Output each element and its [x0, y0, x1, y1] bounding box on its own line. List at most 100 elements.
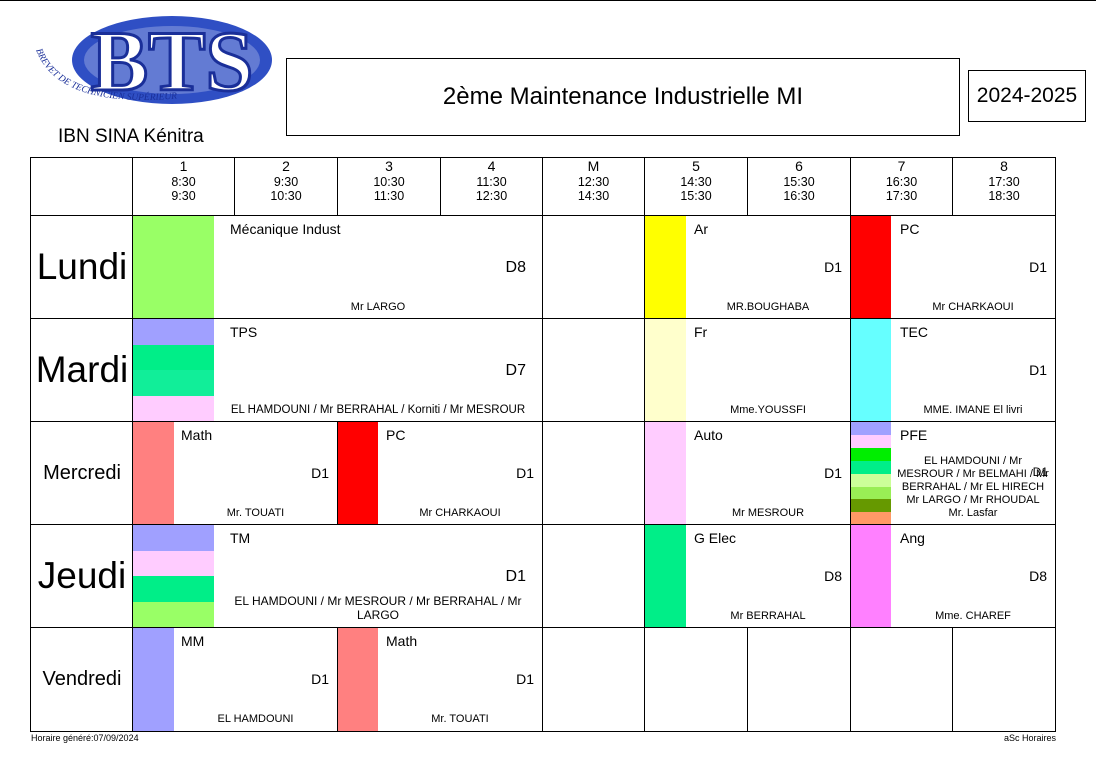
software-credit: aSc Horaires — [1003, 733, 1056, 743]
teacher-line: MESROUR / Mr BELMAHI / Mr — [897, 468, 1049, 480]
color-strip — [851, 487, 891, 499]
teacher-line: EL HAMDOUNI / Mr MESROUR / Mr BERRAHAL /… — [234, 594, 522, 608]
lesson-teacher: Mr BERRAHAL — [730, 610, 806, 622]
school-name: IBN SINA Kénitra — [58, 126, 204, 147]
color-strip — [851, 422, 891, 435]
color-strip — [645, 319, 686, 421]
lesson-teacher: EL HAMDOUNI — [217, 713, 294, 725]
color-strip — [133, 525, 214, 551]
color-strip — [851, 512, 891, 524]
lesson-teacher: MR.BOUGHABA — [726, 301, 810, 313]
teacher-line: Mr LARGO / Mr RHOUDAL — [906, 494, 1040, 506]
lesson-subject: Fr — [694, 324, 708, 340]
lesson-subject: Math — [181, 427, 213, 443]
color-strip — [645, 525, 686, 627]
day-label-lundi: Lundi — [36, 246, 128, 287]
col-divider — [644, 158, 645, 731]
color-strip — [133, 628, 174, 731]
color-strip — [338, 422, 378, 524]
lesson-teacher: Mr CHARKAOUI — [419, 507, 501, 519]
col-divider — [542, 158, 543, 731]
color-strip — [133, 345, 214, 370]
class-title: 2ème Maintenance Industrielle MI — [286, 58, 960, 136]
color-strip — [645, 216, 686, 318]
school-year: 2024-2025 — [968, 70, 1086, 122]
color-strip — [851, 448, 891, 461]
lesson-teacher: Mr CHARKAOUI — [932, 301, 1014, 313]
lesson-room: D1 — [1032, 465, 1048, 479]
color-strip — [851, 319, 891, 421]
lesson-room: D1 — [516, 671, 534, 687]
period-header: 2 9:30 10:30 — [270, 158, 302, 203]
day-label-mardi: Mardi — [35, 349, 129, 390]
lesson-room: D8 — [505, 259, 526, 276]
row-divider — [31, 524, 1055, 525]
day-label-mercredi: Mercredi — [43, 461, 121, 484]
color-strip — [133, 396, 214, 421]
lesson-teacher: Mme.YOUSSFI — [730, 404, 806, 416]
period-header: 7 16:30 17:30 — [885, 158, 918, 203]
col-divider — [952, 628, 953, 731]
row-divider — [31, 627, 1055, 628]
lesson-subject: TPS — [230, 324, 258, 340]
lesson-subject: G Elec — [694, 530, 737, 546]
lesson-room: D1 — [1029, 259, 1047, 275]
lesson-room: D1 — [311, 671, 329, 687]
col-divider — [952, 158, 953, 216]
teacher-line: LARGO — [356, 608, 399, 622]
lesson-subject: PC — [900, 221, 920, 237]
day-label-jeudi: Jeudi — [37, 555, 127, 596]
lesson-subject: Math — [386, 633, 418, 649]
lesson-subject: PC — [386, 427, 406, 443]
lesson-subject: Auto — [694, 427, 723, 443]
lesson-subject: Mécanique Indust — [230, 221, 341, 237]
col-divider — [747, 158, 748, 216]
period-header: 3 10:30 11:30 — [373, 158, 405, 203]
color-strip — [338, 628, 378, 731]
period-header: 5 14:30 15:30 — [680, 158, 712, 203]
color-strip — [133, 602, 214, 627]
lesson-teacher: Mme. CHAREF — [935, 610, 1011, 622]
lesson-room: D8 — [1029, 568, 1047, 584]
lesson-room: D1 — [824, 465, 842, 481]
lesson-teacher-block: EL HAMDOUNI / Mr MESROUR / Mr BELMAHI / … — [891, 455, 1055, 520]
logo-bts-letters: BTS — [91, 13, 254, 109]
header-divider — [31, 215, 1055, 216]
color-strip — [133, 319, 214, 345]
lesson-room: D1 — [516, 465, 534, 481]
lesson-room: D1 — [505, 568, 526, 585]
lesson-teacher: Mr. TOUATI — [431, 713, 489, 725]
col-divider — [747, 628, 748, 731]
generated-date: Horaire généré:07/09/2024 — [31, 733, 139, 743]
color-strip — [851, 525, 891, 627]
timetable-grid — [30, 157, 1056, 732]
teacher-line: Mr. Lasfar — [948, 507, 998, 519]
color-strip — [133, 216, 214, 318]
row-divider — [31, 421, 1055, 422]
lesson-subject: MM — [181, 633, 205, 649]
lesson-teacher: MME. IMANE El livri — [923, 404, 1023, 416]
lesson-teacher: Mr MESROUR — [731, 507, 805, 519]
lesson-teacher-block: EL HAMDOUNI / Mr MESROUR / Mr BERRAHAL /… — [214, 594, 542, 622]
col-divider — [337, 422, 338, 525]
lesson-subject: TM — [230, 530, 251, 546]
bts-logo: BTS BREVET DE TECHNICIEN SUPÉRIEUR — [33, 12, 272, 111]
color-strip — [851, 435, 891, 448]
col-divider — [850, 158, 851, 731]
lesson-teacher: Mr LARGO — [350, 301, 406, 313]
period-header: M 12:30 14:30 — [577, 158, 610, 203]
lesson-room: D8 — [824, 568, 842, 584]
period-header: 4 11:30 12:30 — [475, 158, 508, 203]
lesson-room: D1 — [311, 465, 329, 481]
teacher-line: BERRAHAL / Mr EL HIRECH — [901, 481, 1045, 493]
color-strip — [133, 551, 214, 576]
col-divider — [132, 158, 133, 731]
row-divider — [31, 318, 1055, 319]
color-strip — [133, 422, 174, 524]
color-strip — [133, 576, 214, 602]
col-divider — [337, 158, 338, 216]
lesson-teacher: EL HAMDOUNI / Mr BERRAHAL / Korniti / Mr… — [230, 404, 526, 416]
lesson-teacher: Mr. TOUATI — [226, 507, 285, 519]
period-header: 1 8:30 9:30 — [171, 158, 196, 203]
day-label-vendredi: Vendredi — [42, 668, 122, 690]
